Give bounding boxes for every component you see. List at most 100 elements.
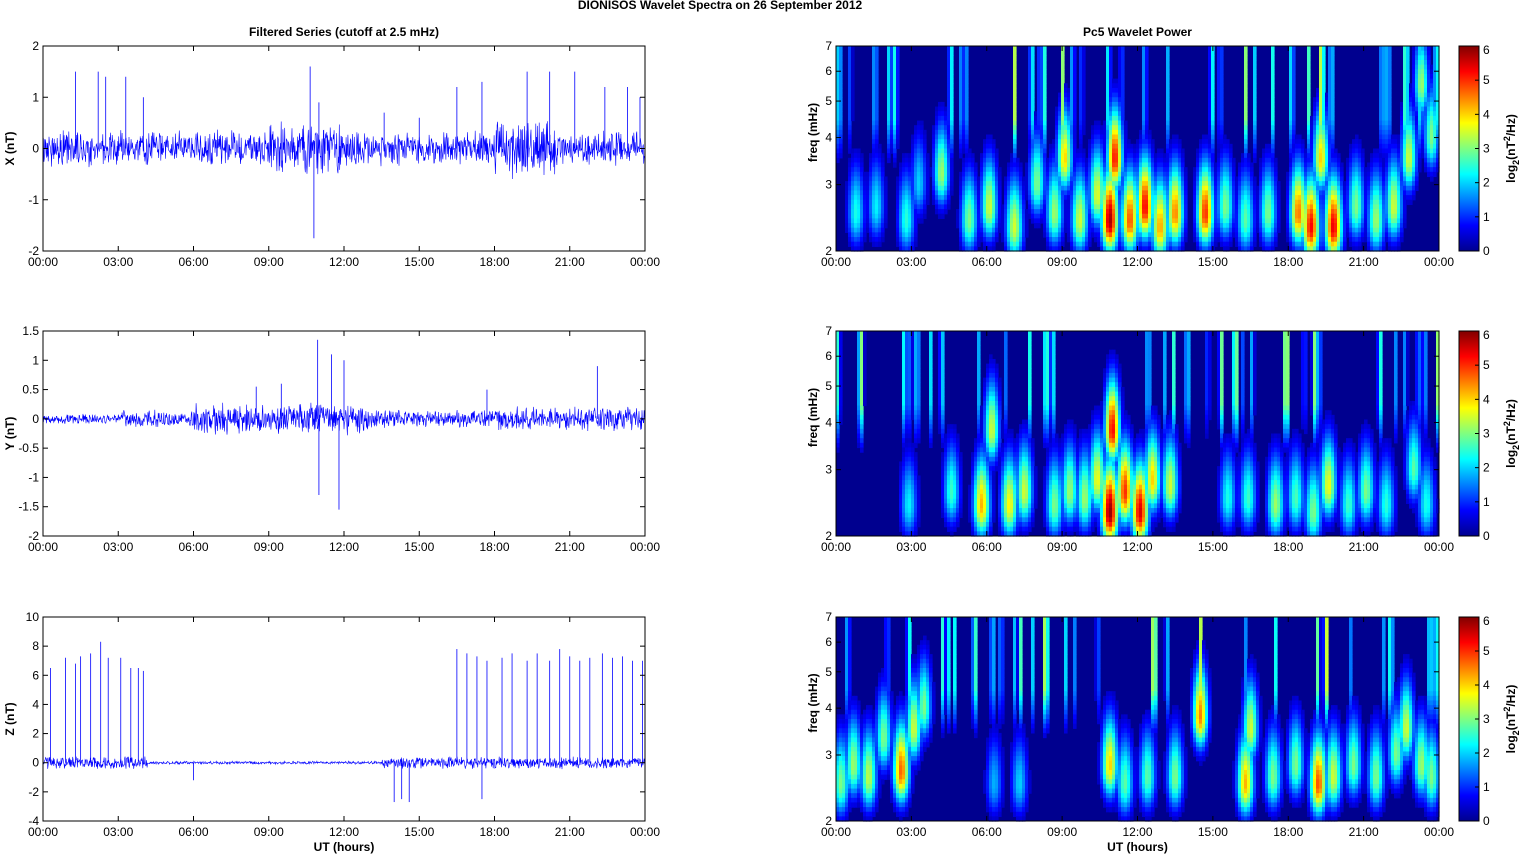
heatmap-cell xyxy=(1181,148,1185,154)
heatmap-cell xyxy=(905,199,909,206)
heatmap-cell xyxy=(965,83,969,89)
heatmap-cell xyxy=(1106,97,1110,103)
heatmap-cell xyxy=(893,134,897,140)
heatmap-cell xyxy=(1094,129,1098,136)
heatmap-cell xyxy=(941,171,945,178)
heatmap-cell xyxy=(1052,171,1056,178)
heatmap-cell xyxy=(1085,195,1089,201)
y-tick-label: -1 xyxy=(28,470,39,484)
heatmap-cell xyxy=(1058,223,1062,229)
heatmap-cell xyxy=(1058,204,1062,210)
heatmap-cell xyxy=(1046,171,1050,178)
heatmap-cell xyxy=(1307,59,1311,66)
heatmap-cell xyxy=(1073,143,1077,150)
heatmap-cell xyxy=(959,232,963,238)
heatmap-cell xyxy=(965,125,969,131)
heatmap-cell xyxy=(1091,176,1095,182)
heatmap-cell xyxy=(836,148,840,154)
heatmap-cell xyxy=(1229,237,1233,243)
heatmap-cell xyxy=(986,176,990,182)
heatmap-cell xyxy=(947,176,951,182)
heatmap-cell xyxy=(1043,125,1047,131)
heatmap-cell xyxy=(1145,97,1149,103)
heatmap-cell xyxy=(1166,78,1170,84)
heatmap-cell xyxy=(839,50,843,56)
heatmap-cell xyxy=(965,162,969,168)
heatmap-cell xyxy=(1103,246,1107,252)
heatmap-cell xyxy=(899,190,903,196)
heatmap-cell xyxy=(1253,92,1257,98)
heatmap-cell xyxy=(887,64,891,70)
heatmap-cell xyxy=(956,209,960,215)
heatmap-cell xyxy=(1067,157,1071,164)
heatmap-cell xyxy=(1082,162,1086,168)
heatmap-cell xyxy=(1088,237,1092,243)
heatmap-cell xyxy=(848,129,852,136)
plot-area xyxy=(43,617,645,821)
heatmap-cell xyxy=(932,185,936,192)
heatmap-cell xyxy=(938,115,942,122)
heatmap-cell xyxy=(1100,213,1104,219)
heatmap-cell xyxy=(995,209,999,215)
heatmap-cell xyxy=(881,162,885,168)
heatmap-cell xyxy=(971,204,975,210)
heatmap-cell xyxy=(965,181,969,187)
heatmap-cell xyxy=(944,209,948,215)
heatmap-cell xyxy=(1145,73,1149,80)
heatmap-cell xyxy=(1073,167,1077,173)
heatmap-cell xyxy=(1103,153,1107,159)
heatmap-cell xyxy=(1046,185,1050,192)
heatmap-cell xyxy=(1331,101,1335,108)
heatmap-cell xyxy=(848,171,852,178)
heatmap-cell xyxy=(1220,97,1224,103)
heatmap-cell xyxy=(872,157,876,164)
heatmap-cell xyxy=(1016,190,1020,196)
heatmap-cell xyxy=(908,167,912,173)
heatmap-cell xyxy=(1031,176,1035,182)
heatmap-cell xyxy=(1070,167,1074,173)
heatmap-cell xyxy=(926,181,930,187)
heatmap-cell xyxy=(974,195,978,201)
heatmap-cell xyxy=(848,204,852,210)
heatmap-cell xyxy=(860,153,864,159)
heatmap-cell xyxy=(1097,129,1101,136)
heatmap-cell xyxy=(950,129,954,136)
heatmap-cell xyxy=(1040,111,1044,117)
heatmap-cell xyxy=(887,87,891,94)
heatmap-cell xyxy=(875,83,879,89)
heatmap-cell xyxy=(1004,199,1008,206)
heatmap-cell xyxy=(959,92,963,98)
heatmap-cell xyxy=(1073,64,1077,70)
heatmap-cell xyxy=(1106,223,1110,229)
heatmap-cell xyxy=(1046,218,1050,224)
y-tick-label: -1 xyxy=(28,193,39,207)
heatmap-cell xyxy=(980,190,984,196)
heatmap-cell xyxy=(1079,120,1083,126)
heatmap-cell xyxy=(1037,50,1041,56)
heatmap-cell xyxy=(911,181,915,187)
heatmap-cell xyxy=(857,185,861,192)
heatmap-cell xyxy=(848,115,852,122)
heatmap-cell xyxy=(938,153,942,159)
heatmap-cell xyxy=(1028,167,1032,173)
heatmap-cell xyxy=(1220,83,1224,89)
heatmap-cell xyxy=(1013,73,1017,80)
heatmap-cell xyxy=(848,148,852,154)
heatmap-cell xyxy=(1070,64,1074,70)
heatmap-cell xyxy=(1061,143,1065,150)
heatmap-cell xyxy=(1166,101,1170,108)
heatmap-cell xyxy=(1082,59,1086,66)
heatmap-cell xyxy=(1106,106,1110,112)
heatmap-cell xyxy=(881,157,885,164)
heatmap-cell xyxy=(848,120,852,126)
heatmap-cell xyxy=(878,185,882,192)
heatmap-cell xyxy=(1052,167,1056,173)
heatmap-cell xyxy=(947,167,951,173)
heatmap-cell xyxy=(989,213,993,219)
heatmap-cell xyxy=(977,181,981,187)
heatmap-cell xyxy=(965,92,969,98)
heatmap-cell xyxy=(1028,195,1032,201)
heatmap-cell xyxy=(1070,59,1074,66)
heatmap-cell xyxy=(1079,101,1083,108)
heatmap-cell xyxy=(1025,171,1029,178)
